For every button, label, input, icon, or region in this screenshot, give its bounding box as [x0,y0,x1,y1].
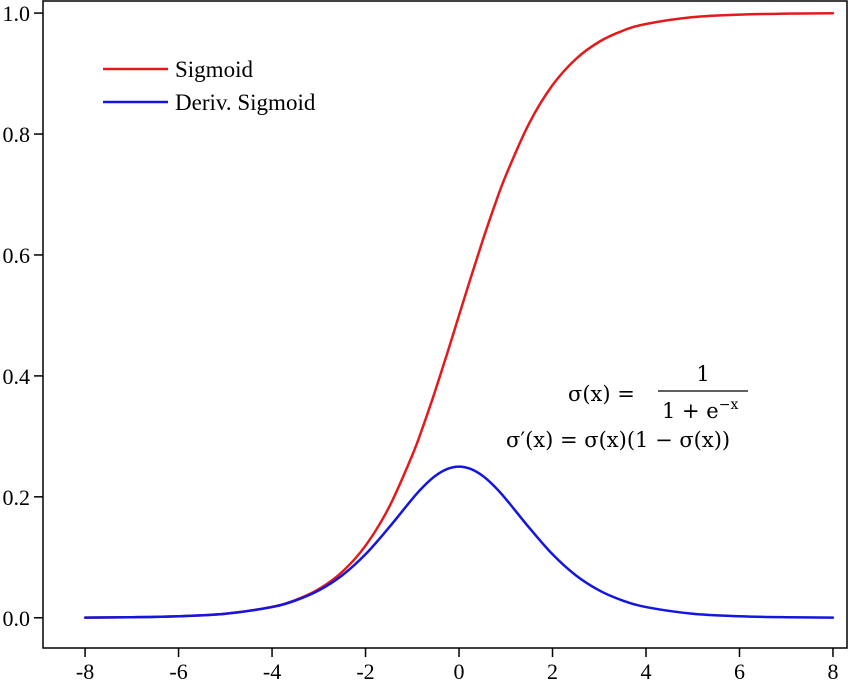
formula-derivative: σ′(x) = σ(x)(1 − σ(x)) [506,428,730,452]
series-layer [83,12,835,619]
y-tick-label: 1.0 [3,1,31,26]
y-tick-label: 0.2 [3,485,31,510]
y-axis: 0.0 0.2 0.4 0.6 0.8 1.0 [3,1,43,631]
legend-label-deriv-sigmoid: Deriv. Sigmoid [175,90,316,115]
x-tick-label: -6 [169,659,187,682]
formula-sigmoid-lhs: σ(x) = [568,382,635,406]
y-tick-label: 0.4 [3,364,31,389]
y-tick-label: 0.0 [3,606,31,631]
formula-sigmoid-numerator: 1 [696,362,709,386]
x-tick-label: -8 [76,659,94,682]
legend: Sigmoid Deriv. Sigmoid [103,57,316,115]
formula-sigmoid-denominator: 1 + e−x [662,397,738,423]
x-tick-label: 8 [827,659,838,682]
x-tick-label: -4 [263,659,281,682]
legend-label-sigmoid: Sigmoid [175,57,253,82]
formula-denominator-base: 1 + e [662,399,719,423]
x-tick-label: 0 [454,659,465,682]
x-tick-label: 4 [641,659,652,682]
y-tick-label: 0.8 [3,122,31,147]
series-line-deriv-sigmoid [83,465,835,619]
x-tick-label: -2 [356,659,374,682]
y-tick-label: 0.6 [3,243,31,268]
x-axis: -8 -6 -4 -2 0 2 4 6 8 [76,648,838,682]
plot-frame [42,0,848,649]
x-tick-label: 2 [547,659,558,682]
formula-annotation: σ(x) = 1 1 + e−x σ′(x) = σ(x)(1 − σ(x)) [506,362,748,452]
x-tick-label: 6 [734,659,745,682]
formula-denominator-exponent: −x [719,397,739,413]
